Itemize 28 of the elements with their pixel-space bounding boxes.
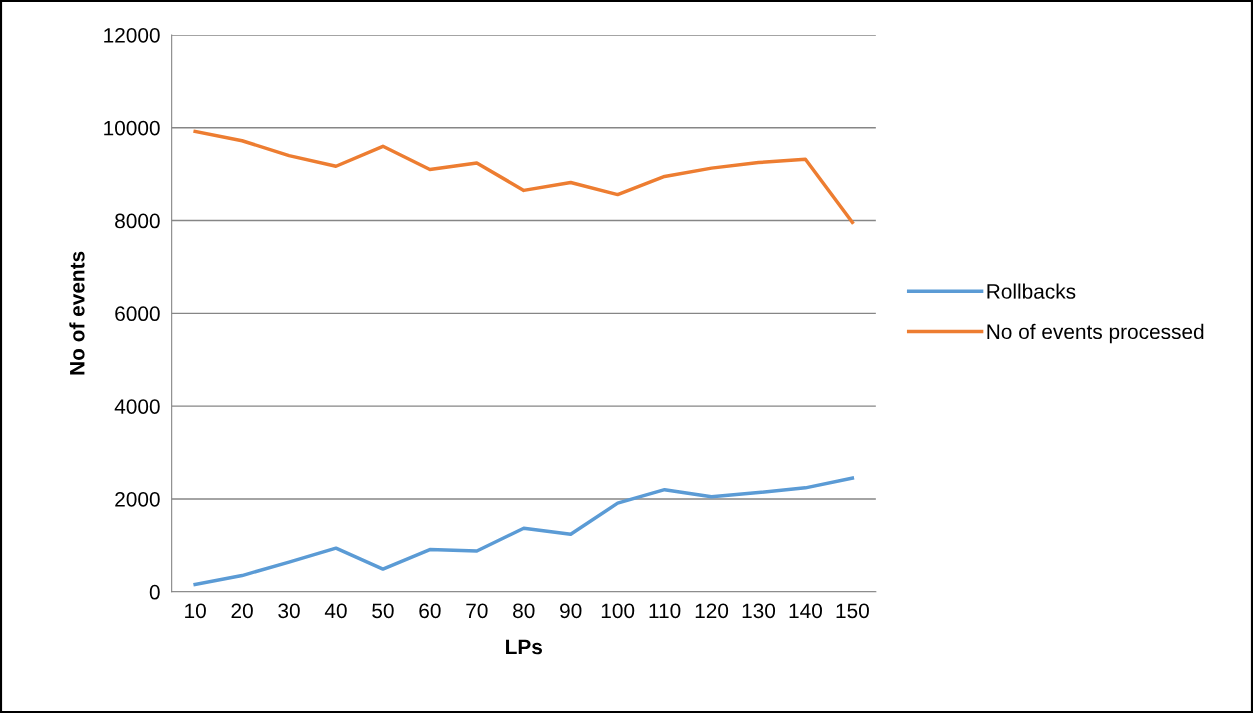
y-tick-label: 10000 xyxy=(104,120,160,136)
x-tick-label: 120 xyxy=(695,603,729,619)
line-series xyxy=(193,129,855,225)
y-tick-label: 12000 xyxy=(104,27,160,43)
x-tick-label: 110 xyxy=(649,603,681,619)
y-tick-label: 2000 xyxy=(115,491,160,507)
x-tick-label: 60 xyxy=(419,603,441,619)
x-tick-label: 70 xyxy=(466,603,488,619)
y-tick-label: 0 xyxy=(149,584,160,600)
legend-label: No of events processed xyxy=(987,323,1204,344)
x-tick-label: 100 xyxy=(601,603,635,619)
x-tick-label: 130 xyxy=(742,603,776,619)
x-tick-label: 10 xyxy=(185,603,206,619)
x-tick-label: 80 xyxy=(513,603,535,619)
legend-label: Rollbacks xyxy=(987,283,1076,299)
line-series xyxy=(193,476,855,587)
y-tick-label: 4000 xyxy=(114,399,160,414)
x-tick-label: 50 xyxy=(372,603,394,619)
y-tick-label: 6000 xyxy=(115,306,160,322)
x-axis-title: LPs xyxy=(506,639,542,655)
x-tick-label: 150 xyxy=(836,603,869,619)
y-axis-title: No of events xyxy=(69,251,85,375)
x-tick-label: 20 xyxy=(231,603,253,619)
x-tick-label: 30 xyxy=(278,603,300,619)
x-tick-label: 90 xyxy=(560,603,582,619)
y-tick-label: 8000 xyxy=(115,213,160,229)
x-tick-label: 40 xyxy=(324,603,347,619)
x-tick-label: 140 xyxy=(789,603,822,619)
